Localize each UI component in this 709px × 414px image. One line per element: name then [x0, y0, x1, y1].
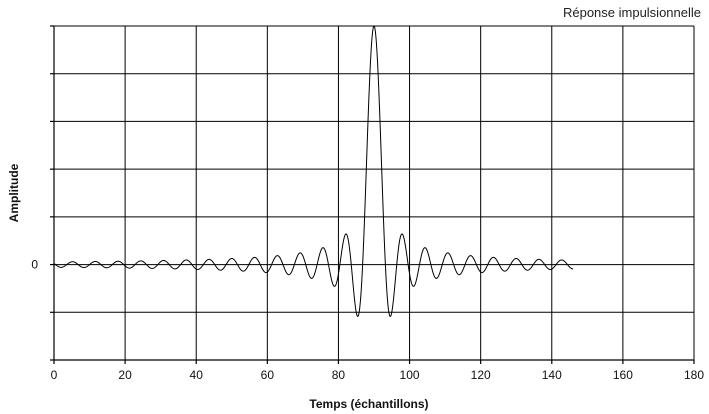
impulse-response-line — [53, 25, 574, 317]
y-tick-label-2: 0 — [31, 258, 38, 272]
grid — [53, 25, 695, 361]
x-tick-label-9: 180 — [684, 368, 704, 382]
x-tick-label-3: 60 — [261, 368, 275, 382]
x-tick-label-4: 80 — [332, 368, 346, 382]
axes — [50, 25, 695, 364]
x-axis-label: Temps (échantillons) — [309, 397, 428, 411]
y-axis-label: Amplitude — [7, 163, 21, 222]
x-tick-label-0: 0 — [51, 368, 58, 382]
x-tick-label-1: 20 — [118, 368, 132, 382]
x-tick-label-5: 100 — [400, 368, 420, 382]
x-tick-label-6: 120 — [471, 368, 491, 382]
x-tick-label-2: 40 — [190, 368, 204, 382]
x-tick-label-8: 160 — [613, 368, 633, 382]
x-tick-labels: 0 20 40 60 80 100 120 140 160 180 — [51, 368, 705, 382]
x-tick-label-7: 140 — [542, 368, 562, 382]
chart-title: Réponse impulsionnelle — [563, 5, 701, 20]
y-tick-labels: 0 — [31, 258, 38, 272]
